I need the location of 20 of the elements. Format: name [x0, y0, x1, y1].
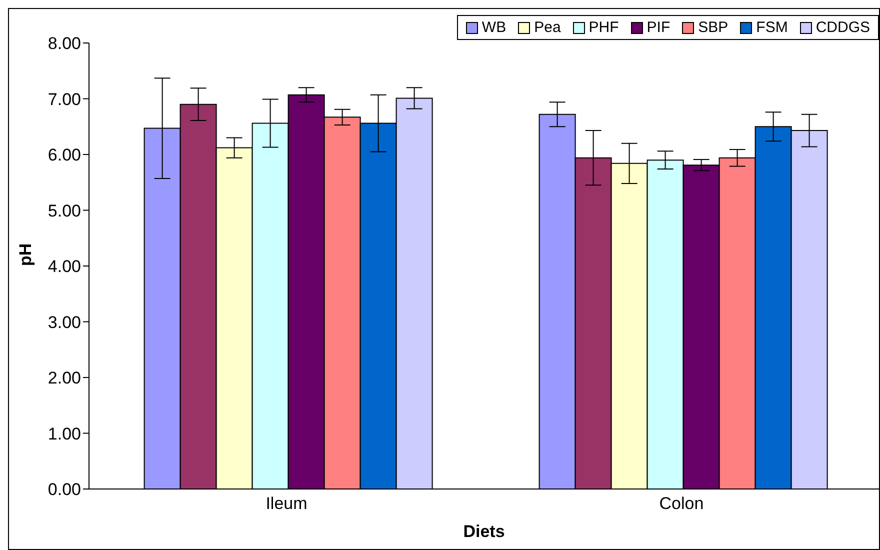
y-tick-label: 7.00 [48, 90, 81, 109]
legend-label: FSM [756, 19, 788, 36]
y-axis-title: pH [16, 243, 36, 266]
y-tick-label: 2.00 [48, 368, 81, 388]
x-axis-title: Diets [463, 522, 505, 541]
y-tick-label: 0.00 [48, 480, 81, 500]
x-tick-label: Ileum [266, 494, 308, 514]
y-tick-label: 3.00 [48, 312, 81, 332]
y-tick-label: 4.00 [48, 257, 81, 276]
x-tick-label: Colon [659, 494, 704, 514]
legend-label: Pea [534, 19, 561, 36]
y-tick-label: 8.00 [48, 34, 81, 54]
legend-label: SBP [698, 19, 728, 36]
legend-label: PHF [588, 19, 619, 36]
y-tick-label: 1.00 [48, 424, 81, 444]
legend-label: PIF [646, 19, 670, 36]
legend-label: WB [482, 19, 506, 36]
legend-label: CDDGS [816, 19, 870, 36]
y-tick-label: 5.00 [48, 201, 81, 220]
y-tick-label: 6.00 [48, 146, 81, 165]
